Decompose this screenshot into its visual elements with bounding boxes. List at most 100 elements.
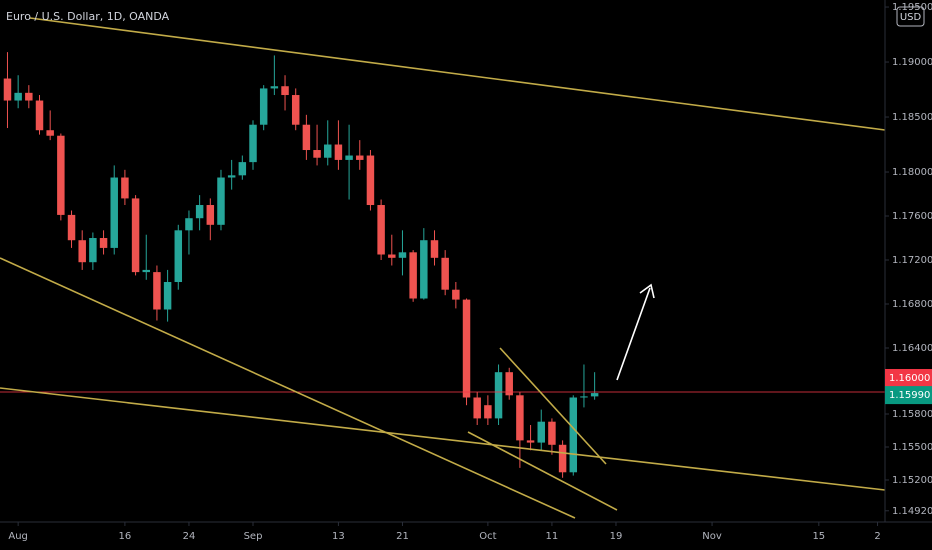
x-tick-label: 15 (812, 531, 825, 542)
y-tick-label: 1.15200 (892, 475, 932, 486)
x-tick-label: Nov (702, 531, 722, 542)
currency[interactable]: USD (900, 12, 922, 23)
candle-body (494, 372, 503, 419)
candle-body (569, 397, 578, 473)
last-price-label: 1.15990 (885, 386, 932, 405)
price-label-box (885, 368, 932, 387)
x-tick-label: 13 (332, 531, 345, 542)
candle-body (238, 162, 247, 176)
candle-body (473, 397, 481, 419)
y-tick-label: 1.16800 (892, 299, 932, 310)
candle-body (99, 238, 108, 248)
candle-body (206, 205, 215, 225)
price-axis (885, 0, 932, 550)
candle-body (590, 393, 599, 397)
y-tick-label: 1.17200 (892, 255, 932, 266)
candle-body (281, 86, 289, 96)
y-tick-label: 1.19500 (892, 2, 932, 13)
candle-body (291, 95, 300, 125)
x-tick-label: 19 (610, 531, 623, 542)
drawings (0, 17, 886, 519)
candle-body (313, 150, 321, 158)
y-tick-label: 1.18500 (892, 112, 932, 123)
candle-body (110, 177, 118, 248)
trend-line (29, 17, 886, 131)
candle-body (526, 440, 535, 443)
candle-body (217, 177, 225, 225)
candle-body (57, 135, 65, 215)
candle-body (142, 269, 150, 273)
y-tick-label: 1.17600 (892, 211, 932, 222)
plot-area (0, 52, 885, 478)
candle-body (548, 421, 556, 445)
candle-body (452, 289, 460, 300)
candle-body (302, 124, 311, 151)
y-tick-label: 1.19000 (892, 57, 932, 68)
candle-body (121, 177, 129, 199)
candle-body (89, 238, 97, 263)
x-tick-label: 2 (874, 531, 880, 542)
arrow (616, 287, 651, 381)
candle-body (484, 405, 492, 419)
candle-body (409, 252, 417, 299)
candle-body (537, 421, 545, 443)
candle-body (3, 78, 12, 101)
y-tick-label: 1.15500 (892, 442, 932, 453)
y-tick-label: 1.16400 (892, 343, 932, 354)
x-tick-label: 11 (546, 531, 559, 542)
trend-line (0, 257, 576, 519)
candle-body (163, 282, 172, 310)
last-price-text: 1.15990 (889, 390, 930, 401)
trend-line (499, 347, 607, 465)
trend-line (467, 431, 618, 511)
candle-body (227, 175, 236, 178)
candle-body (580, 396, 588, 398)
candle-body (558, 444, 567, 473)
candle-body (345, 155, 353, 160)
candle-body (366, 155, 375, 206)
x-tick-label: Aug (8, 531, 28, 542)
candle-body (420, 240, 428, 299)
candle-body (25, 92, 33, 101)
candle-body (430, 240, 439, 258)
x-tick-label: 16 (119, 531, 132, 542)
x-tick-label: 21 (396, 531, 409, 542)
candle-body (324, 144, 332, 158)
candle-body (398, 252, 407, 258)
arrow-head (639, 283, 655, 299)
price-label-text: 1.16000 (889, 373, 930, 384)
candle-body (249, 124, 257, 163)
y-tick-label: 1.15800 (892, 409, 932, 420)
candle-body (195, 205, 204, 219)
candle-body (153, 272, 161, 310)
candle-body (46, 130, 54, 136)
candle-body (270, 86, 279, 89)
candle-body (185, 218, 193, 231)
price-label: 1.16000 (885, 368, 932, 387)
candle-body (377, 205, 385, 255)
trend-line (0, 387, 886, 491)
candle-body (334, 144, 343, 160)
candle-body (67, 214, 76, 241)
candle-body (388, 254, 396, 258)
currency-box[interactable] (896, 6, 925, 27)
candle-body (174, 230, 183, 283)
y-tick-label: 1.18000 (892, 167, 932, 178)
candle-body (131, 198, 140, 273)
x-tick-label: 24 (183, 531, 196, 542)
x-tick-label: Oct (479, 531, 496, 542)
candle-body (35, 100, 44, 131)
candle-body (516, 395, 524, 441)
chart-title: Euro / U.S. Dollar, 1D, OANDA (6, 10, 170, 23)
candle-body (356, 155, 364, 160)
last-price-box (885, 386, 932, 405)
candle-body (259, 88, 268, 125)
x-tick-label: Sep (244, 531, 263, 542)
candle-body (14, 92, 22, 101)
axes: 1.19500 1.19000 1.18500 1.18000 1.17600 1.172… (8, 2, 932, 542)
candle-body (78, 240, 86, 263)
candle-body (505, 372, 513, 396)
candle-body (462, 299, 471, 398)
y-tick-label: 1.14920 (892, 506, 932, 517)
